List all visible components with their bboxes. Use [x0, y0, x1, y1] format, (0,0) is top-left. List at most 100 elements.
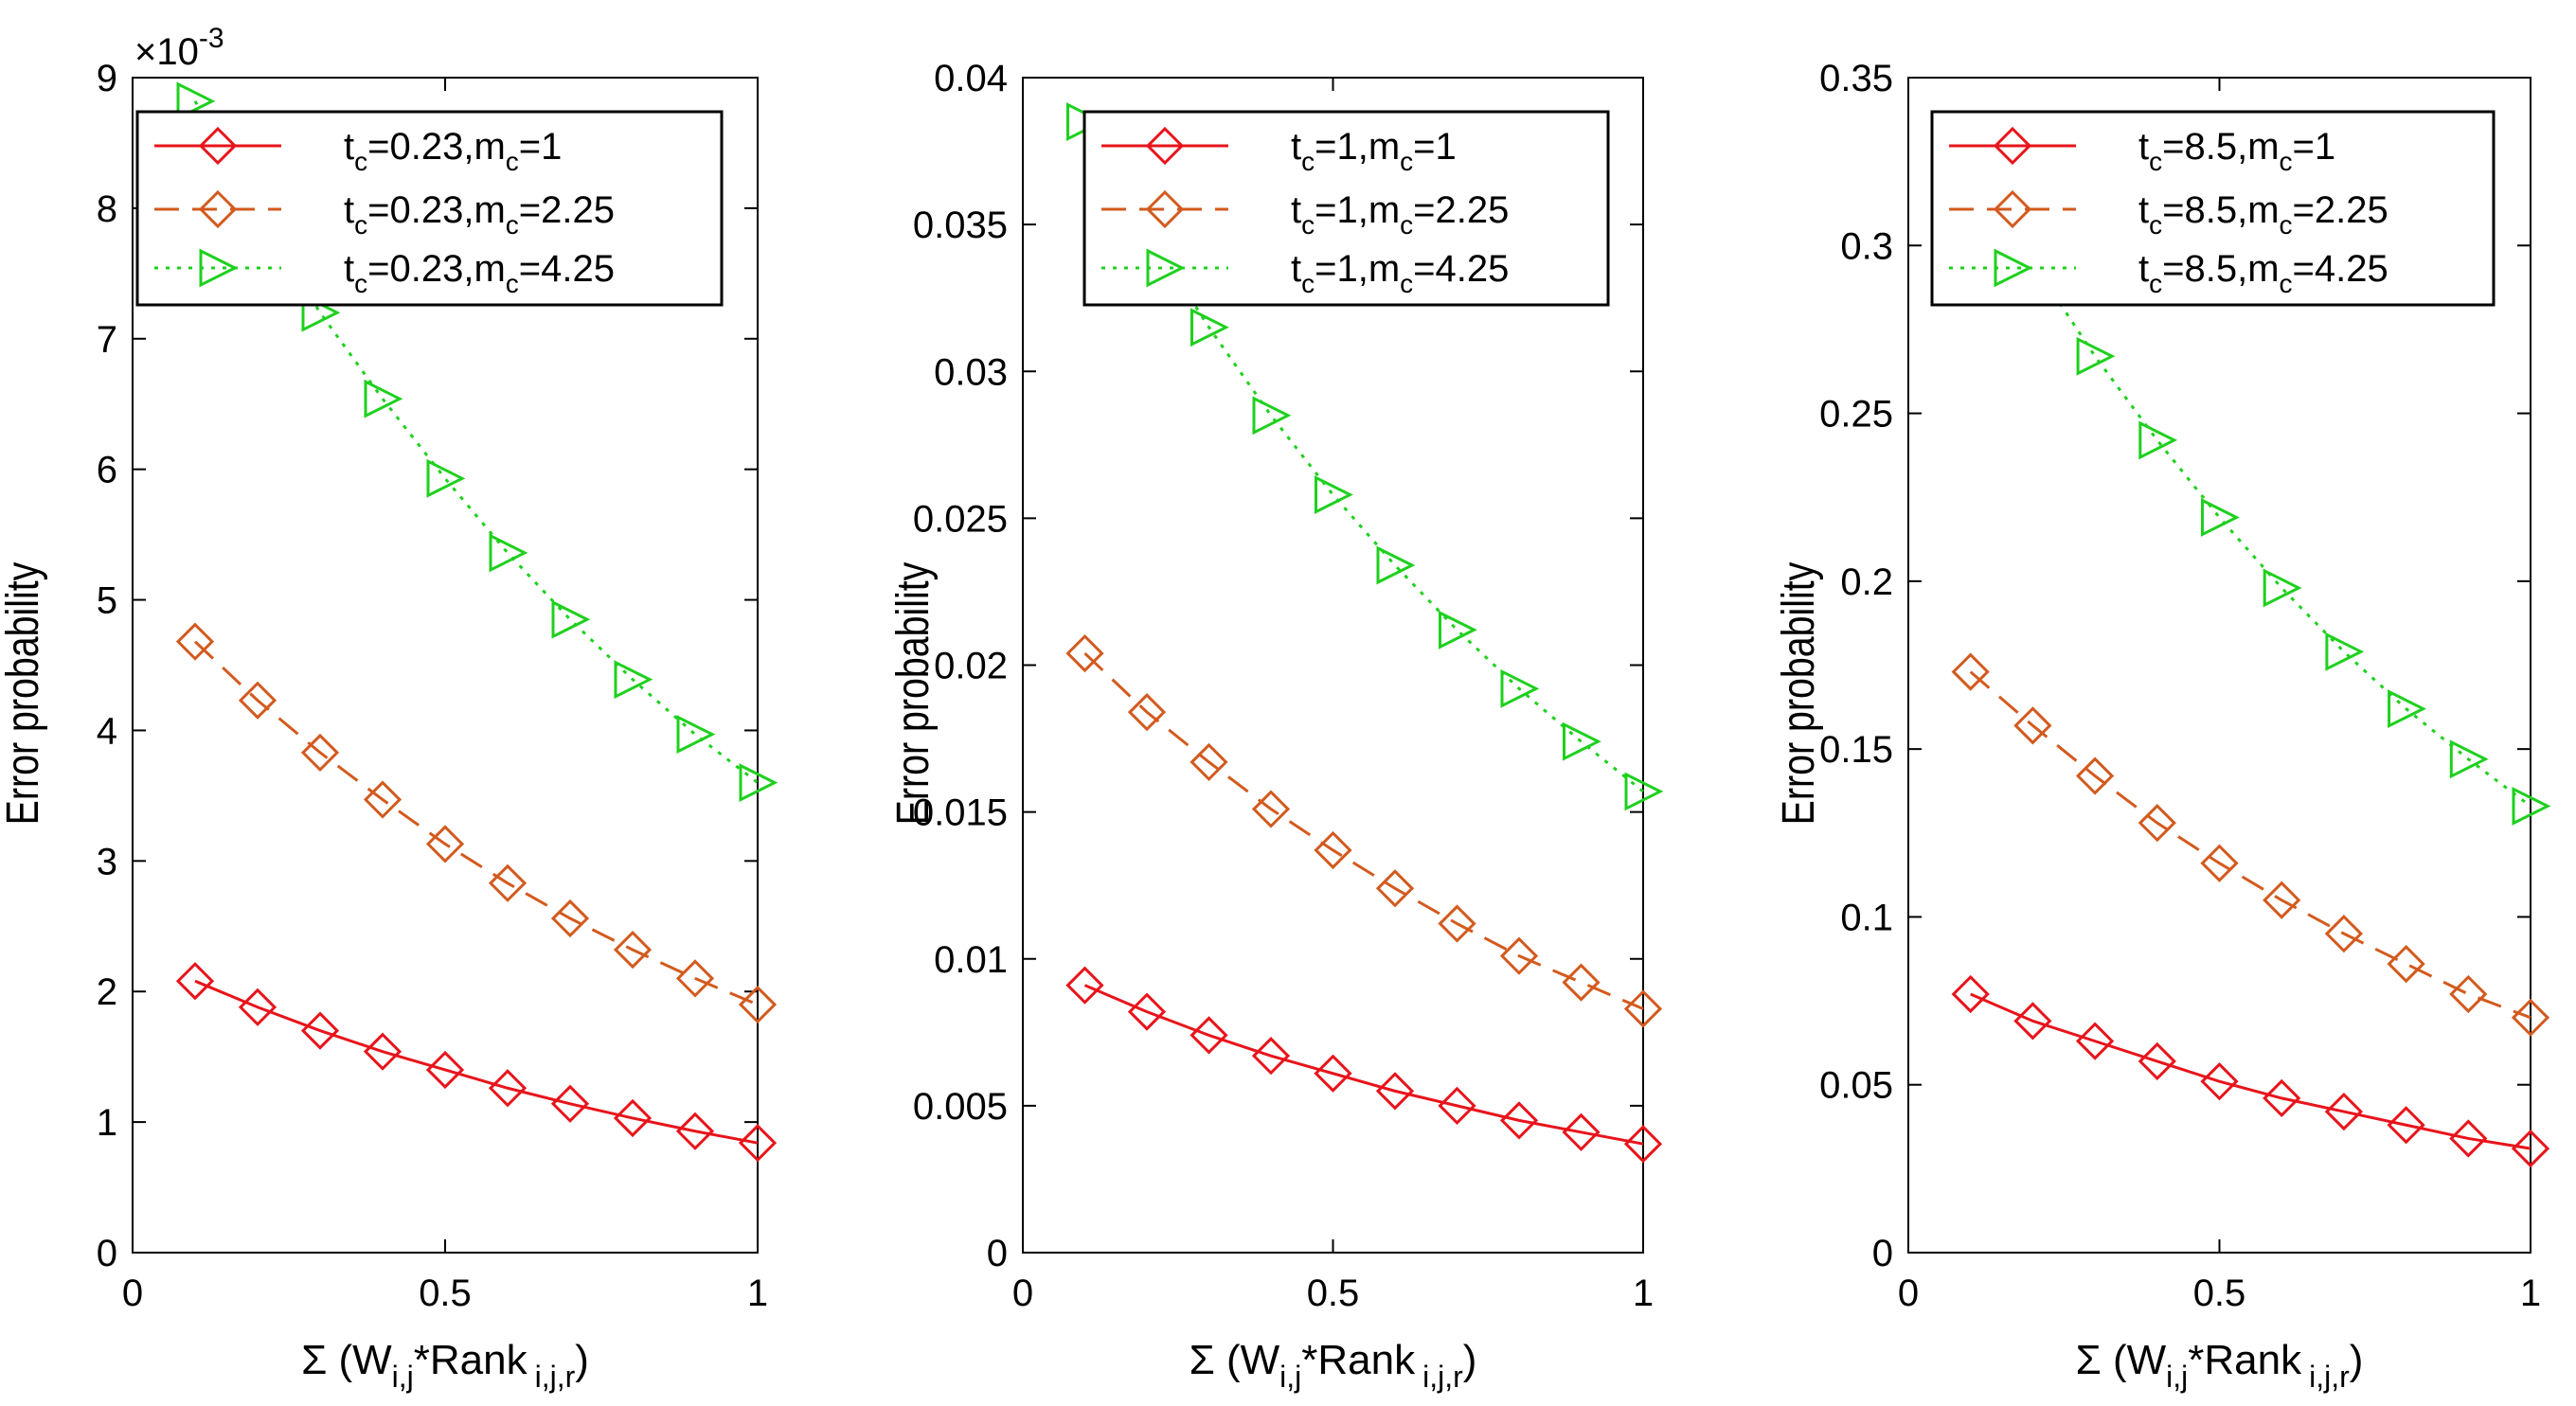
x-label-sub-w: i,j	[1279, 1360, 1301, 1394]
data-point	[2511, 1129, 2550, 1168]
data-point	[1127, 693, 1167, 732]
x-label-end: )	[575, 1337, 589, 1383]
data-point	[300, 733, 340, 773]
y-tick-label: 4	[97, 710, 117, 752]
legend-m-value: 1	[1436, 126, 1457, 168]
data-point	[2511, 998, 2550, 1037]
data-point	[738, 1124, 778, 1163]
data-point	[1190, 1016, 1228, 1055]
data-point	[1251, 790, 1291, 828]
legend-entry: tc=0.23,mc=4.25	[344, 248, 615, 298]
legend-m-value: 1	[541, 126, 562, 168]
legend-t-value: 0.23	[389, 248, 463, 290]
data-point	[176, 81, 216, 121]
exponent-prefix: ×10	[134, 31, 199, 73]
x-tick-label: 1	[747, 1273, 768, 1314]
data-point	[1065, 966, 1104, 1005]
data-point	[1562, 963, 1601, 1002]
data-point	[550, 1084, 590, 1123]
legend-t-value: 1	[1336, 248, 1357, 290]
data-point	[2013, 1002, 2052, 1041]
y-tick-label: 0	[1872, 1233, 1893, 1274]
y-tick-label: 3	[97, 841, 117, 882]
x-tick-label: 0.5	[2193, 1273, 2246, 1314]
series-2	[175, 622, 778, 1024]
data-point	[2388, 689, 2426, 729]
data-point	[551, 599, 591, 639]
data-point	[1499, 936, 1539, 975]
y-tick-label: 1	[97, 1102, 117, 1144]
y-tick-label: 0.005	[913, 1086, 1008, 1128]
data-point	[1251, 1037, 1291, 1076]
legend: tc=1,mc=1 tc=1,mc=2.25 tc=1,mc=4.25	[1082, 110, 1610, 307]
y-tick-label: 0.2	[1840, 561, 1893, 603]
data-point	[1951, 652, 1990, 691]
legend-entry: tc=1,mc=1	[1291, 126, 1457, 176]
data-point	[1438, 904, 1476, 943]
data-point	[613, 930, 653, 970]
data-point	[2449, 739, 2489, 779]
x-label-prefix: Σ (W	[2076, 1337, 2167, 1383]
series-line	[1970, 992, 2531, 1150]
legend-entry: tc=1,mc=2.25	[1291, 189, 1509, 240]
x-tick-label: 0	[122, 1273, 143, 1314]
data-point	[1315, 475, 1353, 514]
x-label-mid: *Rank	[414, 1337, 528, 1383]
data-point	[488, 863, 528, 902]
data-point	[2324, 1092, 2364, 1131]
legend-m-value: 4.25	[541, 248, 615, 290]
data-point	[2449, 974, 2488, 1014]
chart-panel-2: 0 0.005 0.01 0.015 0.02 0.025 0.03 0.035 0.04 0 0.…	[887, 58, 1664, 1394]
data-point	[2013, 706, 2052, 745]
y-tick-label: 0.3	[1840, 225, 1893, 267]
data-point	[1375, 869, 1415, 908]
y-axis-label: Error probability	[1773, 562, 1824, 826]
data-point	[1563, 721, 1601, 761]
data-point	[1439, 610, 1477, 650]
x-label-sub-rank: i,j,r	[535, 1360, 576, 1394]
data-point	[676, 715, 716, 755]
legend-t-value: 8.5	[2184, 126, 2237, 168]
data-point	[2325, 632, 2365, 671]
chart-panel-1: 0 1 2 3 4 5 6 7 8 9 0 0.5 1 ×10-3 Error probability Σ (…	[0, 23, 778, 1394]
data-point	[2201, 498, 2240, 537]
data-point	[363, 780, 402, 819]
legend-marker	[1146, 248, 1186, 288]
series-line	[1083, 652, 1644, 1010]
x-tick-label: 0	[1898, 1273, 1919, 1314]
data-point	[2263, 568, 2302, 608]
series-line	[1083, 984, 1644, 1146]
y-tick-label: 7	[97, 319, 117, 361]
legend-marker	[1993, 189, 2032, 229]
x-axis-label: Σ (Wi,j*Rank i,j,r)	[2076, 1337, 2364, 1394]
data-point	[738, 985, 778, 1024]
data-point	[675, 959, 715, 998]
x-label-mid: *Rank	[1301, 1337, 1416, 1383]
data-point	[1190, 308, 1229, 347]
x-tick-label: 1	[1633, 1273, 1654, 1314]
data-point	[2138, 804, 2176, 843]
series-1	[175, 962, 778, 1163]
data-point	[1127, 992, 1167, 1031]
data-point	[1500, 668, 1540, 708]
data-point	[2076, 336, 2116, 376]
x-label-sub-w: i,j	[2166, 1360, 2188, 1394]
legend-t-value: 0.23	[389, 126, 463, 168]
data-point	[675, 1112, 715, 1150]
x-tick-label: 0.5	[1307, 1273, 1360, 1314]
data-point	[2263, 1078, 2301, 1118]
x-label-mid: *Rank	[2188, 1337, 2302, 1383]
data-point	[426, 458, 466, 498]
y-tick-label: 0.025	[913, 498, 1008, 540]
y-tick-label: 0	[987, 1233, 1008, 1274]
data-point	[2075, 756, 2115, 795]
legend-entry: tc=8.5,mc=1	[2138, 126, 2335, 176]
x-label-prefix: Σ (W	[1190, 1337, 1280, 1383]
series-1	[1065, 966, 1663, 1164]
exponent-value: -3	[199, 23, 224, 54]
x-label-sub-rank: i,j,r	[2309, 1360, 2350, 1394]
x-label-end: )	[2350, 1337, 2364, 1383]
y-tick-label: 0.02	[934, 646, 1008, 687]
y-tick-label: 0.15	[1819, 729, 1893, 771]
